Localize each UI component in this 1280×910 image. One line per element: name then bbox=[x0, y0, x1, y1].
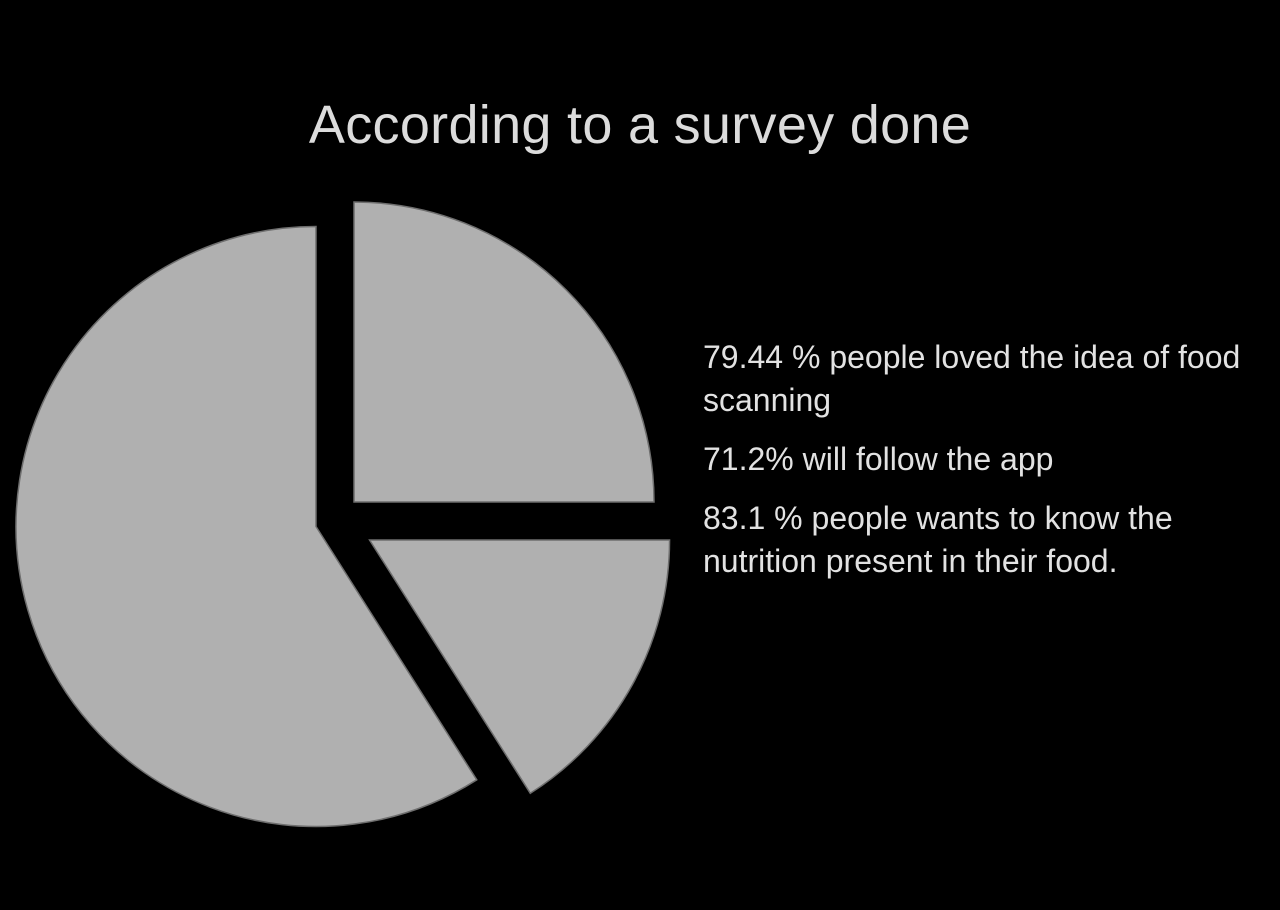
pie-slice-3 bbox=[15, 225, 478, 828]
pie-slice-1 bbox=[353, 201, 655, 503]
stats-list: 79.44 % people loved the idea of food sc… bbox=[703, 336, 1243, 583]
stat-food-scanning: 79.44 % people loved the idea of food sc… bbox=[703, 339, 1241, 418]
chart-title: According to a survey done bbox=[308, 95, 972, 155]
stat-nutrition: 83.1 % people wants to know the nutritio… bbox=[703, 500, 1173, 579]
stat-follow-app: 71.2% will follow the app bbox=[703, 441, 1054, 477]
pie-slice-2 bbox=[368, 539, 671, 795]
